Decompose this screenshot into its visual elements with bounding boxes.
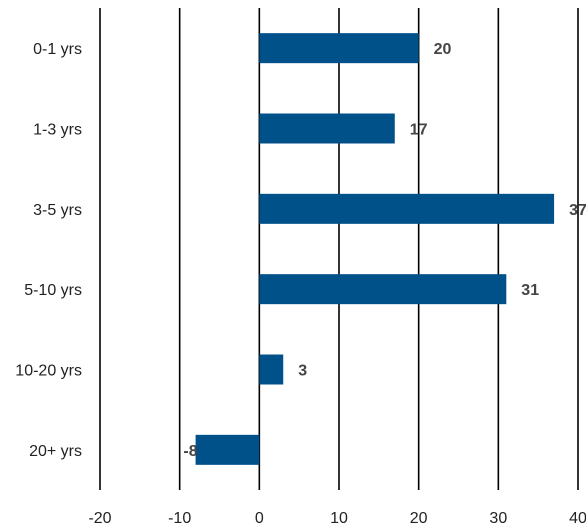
gridlines [99,8,579,490]
data-label: 37 [569,202,586,219]
bars [195,33,555,465]
bar [259,354,284,385]
data-label: -8 [183,443,197,460]
x-tick-label: -20 [88,510,111,525]
data-labels: 20 17 37 31 3 -8 [183,41,586,460]
category-label: 3-5 yrs [33,202,82,219]
x-tick-label: 0 [255,510,264,525]
data-label: 3 [298,363,307,380]
x-tick-label: -10 [168,510,191,525]
x-axis-tick-labels: -20 -10 0 10 20 30 40 [88,510,586,525]
bar [259,193,555,224]
bar [195,434,260,465]
category-label: 0-1 yrs [33,41,82,58]
category-label: 1-3 yrs [33,122,82,139]
x-tick-label: 10 [330,510,348,525]
category-labels: 0-1 yrs 1-3 yrs 3-5 yrs 5-10 yrs 10-20 yrs 20… [15,41,82,460]
x-tick-label: 20 [410,510,428,525]
data-label: 31 [521,282,539,299]
category-label: 20+ yrs [29,443,82,460]
category-label: 10-20 yrs [15,363,82,380]
bar [259,113,395,144]
data-label: 17 [410,122,428,139]
bar [259,274,507,305]
x-tick-label: 30 [489,510,507,525]
category-label: 5-10 yrs [24,282,82,299]
data-label: 20 [434,41,452,58]
x-tick-label: 40 [569,510,586,525]
bar [259,33,419,64]
